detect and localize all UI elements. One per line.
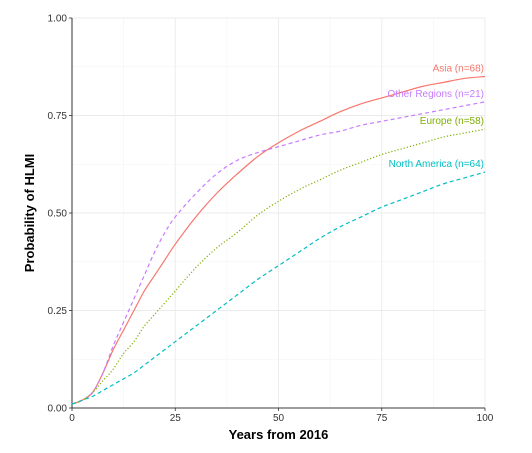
x-tick-label: 50 bbox=[273, 413, 285, 424]
series-line-north-america bbox=[71, 171, 486, 405]
series-line-other-regions bbox=[71, 101, 486, 405]
series-label-north-america: North America (n=64) bbox=[389, 159, 484, 170]
series-label-asia: Asia (n=68) bbox=[433, 64, 484, 75]
x-tick-label: 25 bbox=[170, 413, 182, 424]
y-tick-label: 0.50 bbox=[48, 209, 68, 220]
series-label-europe: Europe (n=58) bbox=[420, 116, 484, 127]
y-tick-label: 0.25 bbox=[48, 306, 68, 317]
series-labels: Asia (n=68) Other Regions (n=21) Europe (n… bbox=[388, 64, 484, 171]
series-label-other-regions: Other Regions (n=21) bbox=[388, 89, 484, 100]
x-tick-label: 0 bbox=[69, 413, 75, 424]
series-line-europe bbox=[71, 128, 486, 405]
x-axis-title: Years from 2016 bbox=[229, 427, 329, 442]
series-lines bbox=[71, 75, 486, 405]
y-tick-label: 1.00 bbox=[48, 14, 68, 25]
y-axis-title: Probability of HLMI bbox=[22, 154, 37, 272]
axes: 0 25 50 75 100 0.00 0.25 0.50 0.75 1.00 bbox=[48, 14, 494, 425]
y-tick-label: 0.00 bbox=[48, 404, 68, 415]
x-tick-label: 75 bbox=[376, 413, 388, 424]
series-line-asia bbox=[71, 75, 486, 405]
y-tick-label: 0.75 bbox=[48, 111, 68, 122]
x-tick-label: 100 bbox=[477, 413, 494, 424]
